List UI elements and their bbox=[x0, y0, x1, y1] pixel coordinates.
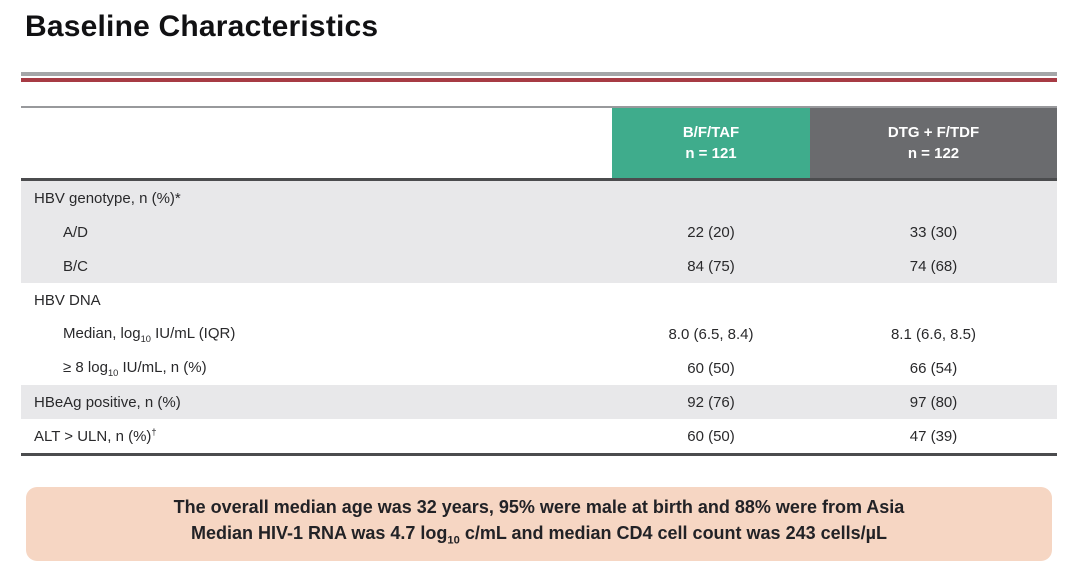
header-empty-cell bbox=[21, 108, 612, 178]
table-row: B/C 84 (75) 74 (68) bbox=[21, 249, 1057, 283]
row-label: HBV genotype, n (%)* bbox=[34, 189, 181, 207]
table-row: HBeAg positive, n (%) 92 (76) 97 (80) bbox=[21, 385, 1057, 419]
row-value-bftaf: 60 (50) bbox=[687, 359, 735, 377]
row-label: B/C bbox=[63, 257, 89, 275]
row-label: Median, log10 IU/mL (IQR) bbox=[63, 324, 236, 344]
title-divider bbox=[21, 72, 1057, 82]
row-value-dtg-ftdf: 8.1 (6.6, 8.5) bbox=[890, 325, 977, 343]
row-label: A/D bbox=[63, 223, 89, 241]
table-row: ALT > ULN, n (%)† 60 (50) 47 (39) bbox=[21, 419, 1057, 453]
row-label: HBeAg positive, n (%) bbox=[34, 393, 181, 411]
table-row: HBV genotype, n (%)* bbox=[21, 181, 1057, 215]
row-value-dtg-ftdf: 33 (30) bbox=[909, 223, 958, 241]
row-value-bftaf: 8.0 (6.5, 8.4) bbox=[668, 325, 754, 343]
row-label: HBV DNA bbox=[34, 291, 101, 309]
row-value-bftaf: 84 (75) bbox=[687, 257, 735, 275]
divider-gray-rule bbox=[21, 72, 1057, 76]
table-body: HBV genotype, n (%)* A/D 22 (20) 33 (30)… bbox=[21, 178, 1057, 456]
page-title: Baseline Characteristics bbox=[25, 10, 379, 43]
row-value-bftaf: 60 (50) bbox=[687, 427, 735, 445]
row-value-dtg-ftdf: 74 (68) bbox=[909, 257, 958, 275]
row-value-bftaf: 22 (20) bbox=[687, 223, 735, 241]
row-value-dtg-ftdf: 97 (80) bbox=[909, 393, 958, 411]
table-row: HBV DNA bbox=[21, 283, 1057, 317]
column-n: n = 121 bbox=[685, 145, 737, 162]
column-name: DTG + F/TDF bbox=[887, 124, 980, 141]
table-row: Median, log10 IU/mL (IQR) 8.0 (6.5, 8.4)… bbox=[21, 317, 1057, 351]
header-cell-bftaf: B/F/TAF n = 121 bbox=[612, 108, 810, 178]
column-name: B/F/TAF bbox=[682, 124, 740, 141]
summary-callout: The overall median age was 32 years, 95%… bbox=[26, 487, 1052, 561]
row-value-bftaf: 92 (76) bbox=[687, 393, 735, 411]
column-n: n = 122 bbox=[907, 145, 960, 162]
baseline-characteristics-table: B/F/TAF n = 121 DTG + F/TDF n = 122 HBV … bbox=[21, 106, 1057, 456]
callout-line-2: Median HIV-1 RNA was 4.7 log10 c/mL and … bbox=[190, 523, 888, 547]
callout-line-1: The overall median age was 32 years, 95%… bbox=[173, 497, 905, 518]
table-header-row: B/F/TAF n = 121 DTG + F/TDF n = 122 bbox=[21, 106, 1057, 178]
table-row: A/D 22 (20) 33 (30) bbox=[21, 215, 1057, 249]
row-label: ≥ 8 log10 IU/mL, n (%) bbox=[63, 358, 207, 378]
row-value-dtg-ftdf: 47 (39) bbox=[909, 427, 958, 445]
header-cell-dtg-ftdf: DTG + F/TDF n = 122 bbox=[810, 108, 1057, 178]
table-row: ≥ 8 log10 IU/mL, n (%) 60 (50) 66 (54) bbox=[21, 351, 1057, 385]
row-value-dtg-ftdf: 66 (54) bbox=[909, 359, 958, 377]
divider-red-rule bbox=[21, 78, 1057, 82]
row-label: ALT > ULN, n (%)† bbox=[34, 427, 157, 445]
